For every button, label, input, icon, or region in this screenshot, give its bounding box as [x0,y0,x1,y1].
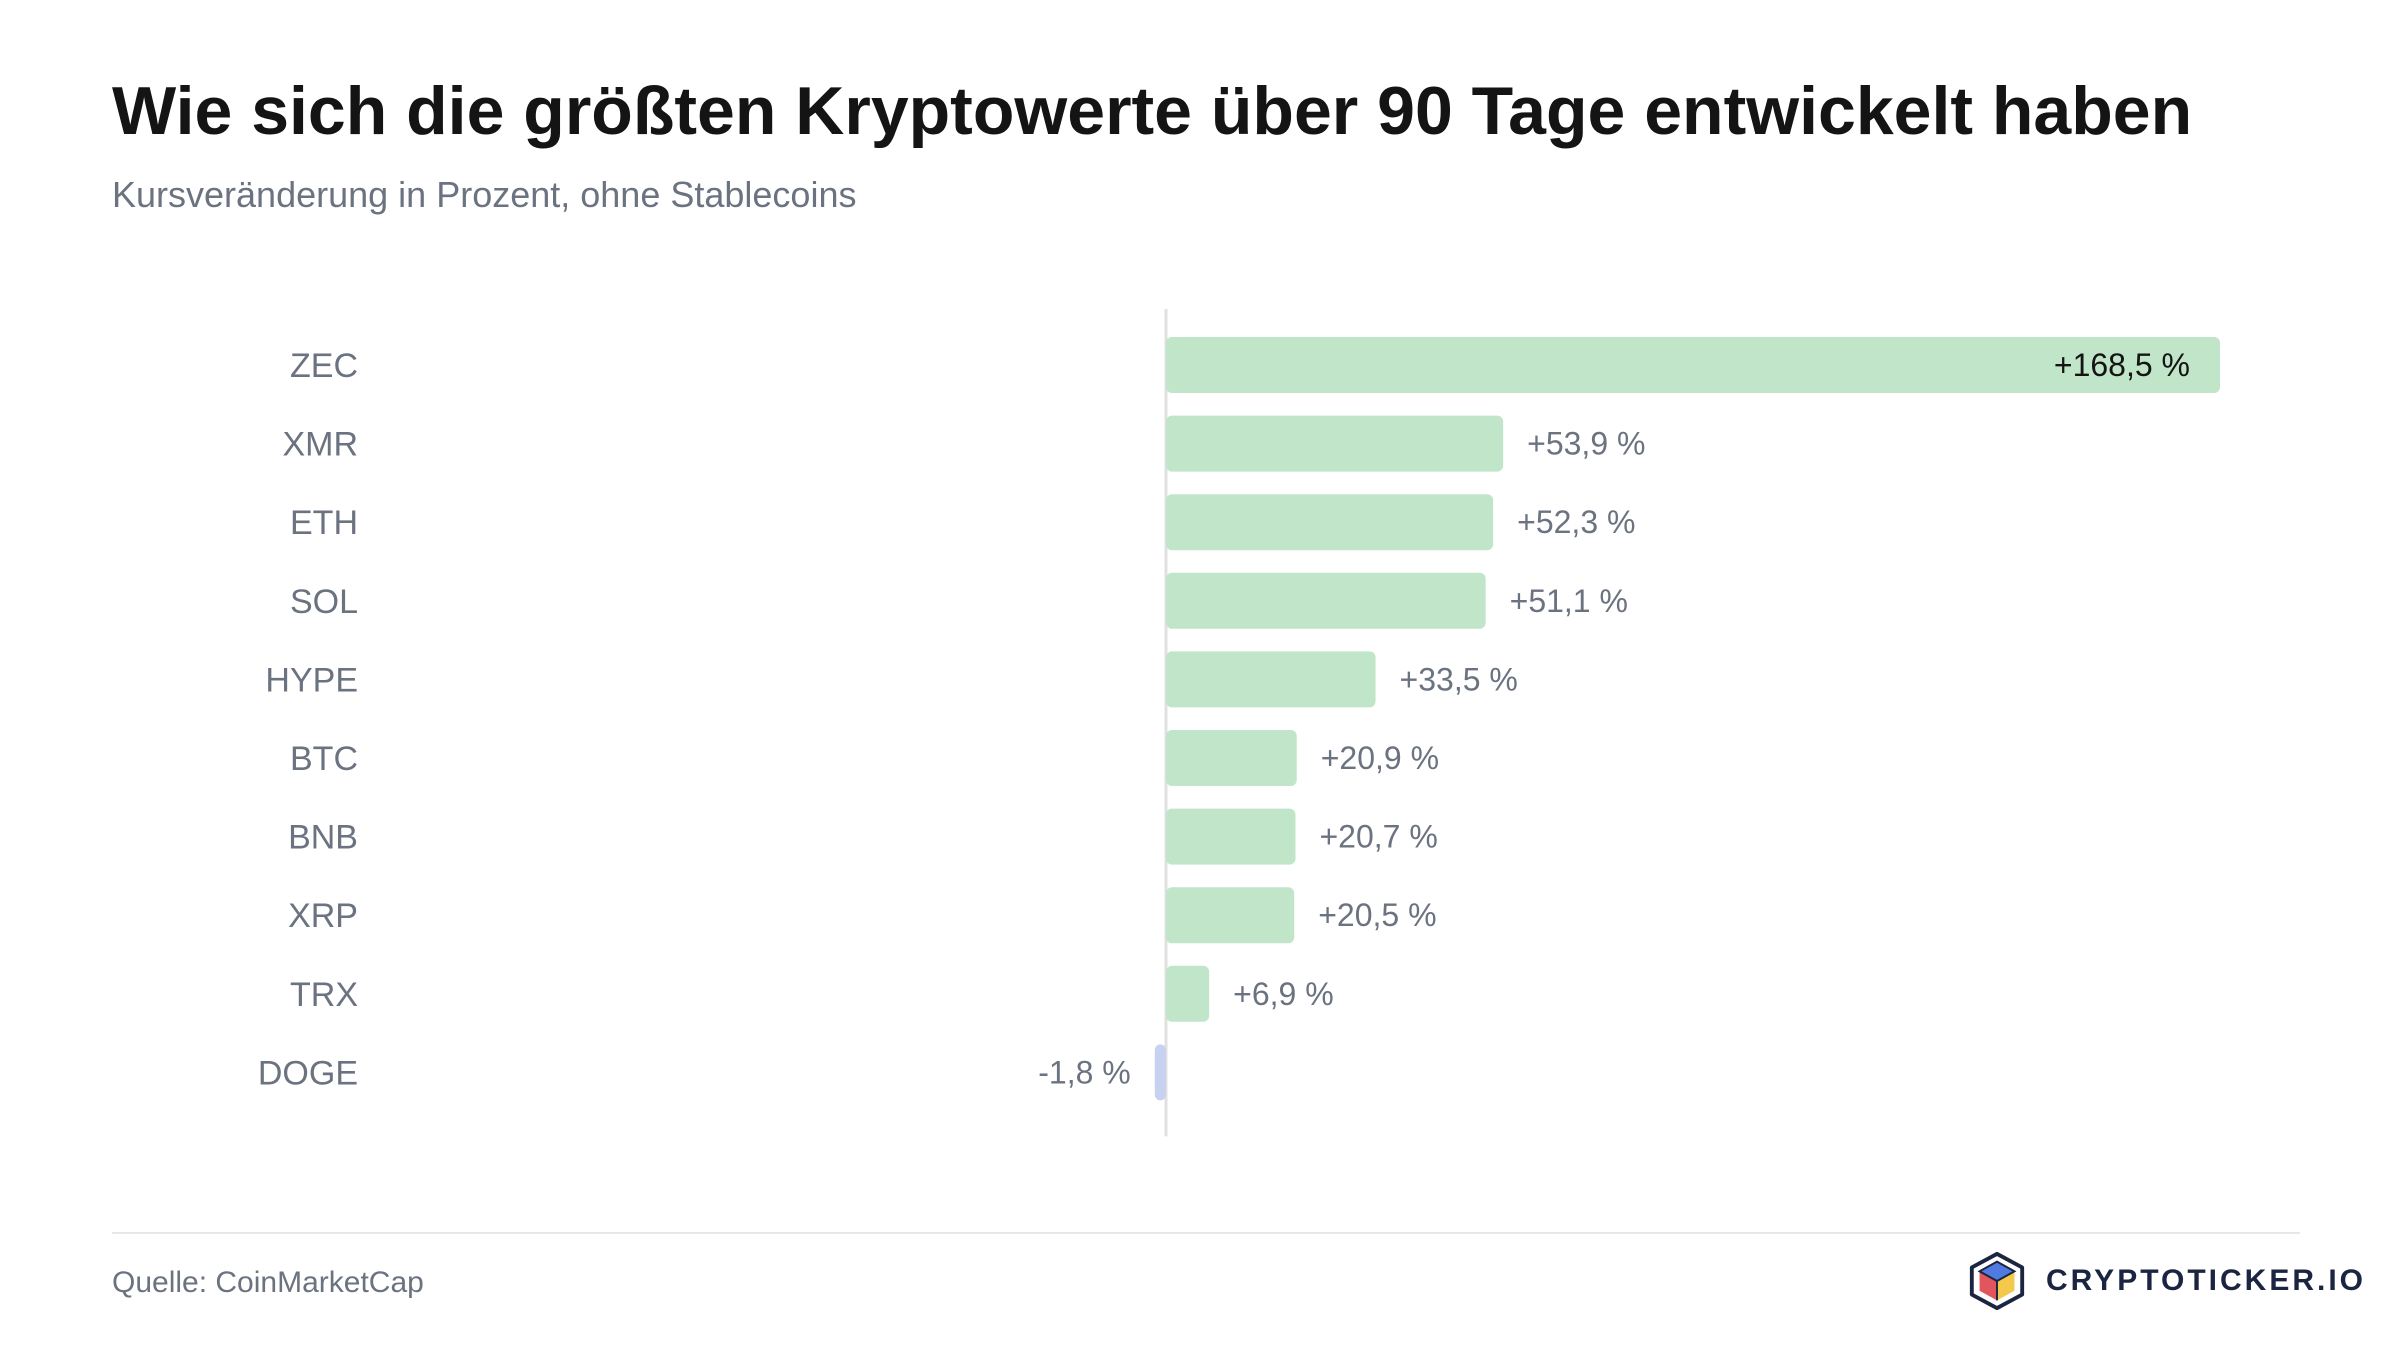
bar [1166,730,1297,786]
cube-logo-icon [1969,1251,2025,1311]
category-label: BNB [288,819,358,857]
category-label: HYPE [265,661,358,699]
bar [1154,1044,1166,1101]
bar [1166,651,1376,708]
bar [1166,965,1210,1022]
footer-divider [112,1232,2300,1234]
bar [1166,494,1494,551]
data-label: +53,9 % [1527,426,1645,462]
category-label: DOGE [258,1054,358,1092]
category-label: ETH [290,504,358,542]
data-label: -1,8 % [1038,1054,1130,1090]
chart-title: Wie sich die größten Kryptowerte über 90… [112,73,2193,149]
data-label: +20,9 % [1321,740,1439,776]
bar-chart: ZEC +168,5 % XMR +53,9 % ETH +52,3 % SOL +51,1 … [258,309,2220,1137]
data-label: +6,9 % [1233,976,1334,1012]
bar [1166,808,1296,865]
chart-subtitle: Kursveränderung in Prozent, ohne Stablec… [112,174,857,215]
bar [1166,887,1295,944]
source-note: Quelle: CoinMarketCap [112,1266,424,1299]
bar [1166,415,1504,472]
category-label: XRP [288,897,358,935]
category-label: ZEC [290,347,358,385]
category-label: TRX [290,976,358,1014]
brand-logo[interactable]: CRYPTOTICKER.IO [1966,1250,2366,1312]
data-label: +33,5 % [1400,661,1518,697]
category-label: BTC [290,740,358,778]
category-label: SOL [290,583,358,621]
data-label: +52,3 % [1517,504,1635,540]
brand-name: CRYPTOTICKER.IO [2045,1264,2366,1297]
data-label: +20,7 % [1319,819,1437,855]
data-label: +20,5 % [1318,897,1436,933]
bar [1166,572,1486,629]
data-label: +51,1 % [1510,583,1628,619]
data-label: +168,5 % [2054,347,2190,383]
category-label: XMR [282,426,358,464]
bar [1166,337,2220,393]
